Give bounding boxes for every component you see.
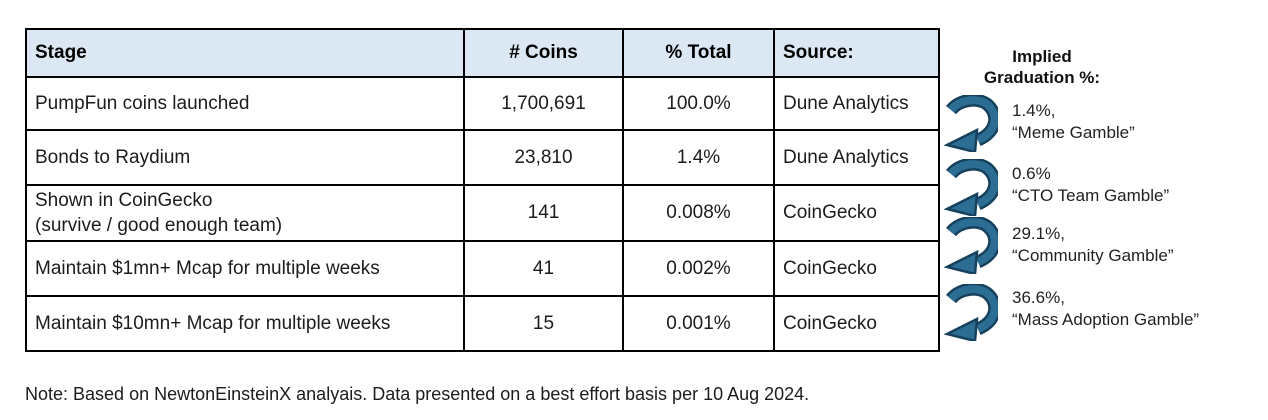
cell-pct: 0.002% [622,240,775,297]
graduation-value: 29.1%, [1012,224,1065,243]
header-stage: Stage [25,28,465,78]
cell-stage: Maintain $10mn+ Mcap for multiple weeks [25,295,465,352]
table-row: PumpFun coins launched 1,700,691 100.0% … [25,76,940,131]
cell-coins: 141 [463,184,624,242]
cell-source: CoinGecko [773,184,940,242]
graduation-value: 1.4%, [1012,101,1056,120]
cell-source: Dune Analytics [773,76,940,131]
cell-source: CoinGecko [773,295,940,352]
cell-pct: 0.001% [622,295,775,352]
graduation-name: “CTO Team Gamble” [1012,186,1170,205]
stage-line-2: (survive / good enough team) [35,215,283,236]
table-row: Shown in CoinGecko (survive / good enoug… [25,184,940,242]
cell-source: Dune Analytics [773,129,940,186]
table-row: Bonds to Raydium 23,810 1.4% Dune Analyt… [25,129,940,186]
table-row: Maintain $10mn+ Mcap for multiple weeks … [25,295,940,352]
graduation-name: “Community Gamble” [1012,246,1174,265]
graduation-name: “Mass Adoption Gamble” [1012,310,1200,329]
graduation-label: 36.6%, “Mass Adoption Gamble” [1012,287,1199,331]
curved-arrow-icon [943,284,998,341]
curved-arrow-icon [943,159,998,216]
cell-stage: PumpFun coins launched [25,76,465,131]
graduation-value: 36.6%, [1012,288,1065,307]
cell-coins: 23,810 [463,129,624,186]
cell-stage: Shown in CoinGecko (survive / good enoug… [25,184,465,242]
header-source: Source: [773,28,940,78]
cell-stage: Maintain $1mn+ Mcap for multiple weeks [25,240,465,297]
cell-coins: 41 [463,240,624,297]
funnel-table-container: Stage # Coins % Total Source: PumpFun co… [25,28,940,352]
footnote: Note: Based on NewtonEinsteinX analyais.… [25,384,810,404]
graduation-value: 0.6% [1012,164,1051,183]
stage-line-1: Shown in CoinGecko [35,190,213,211]
funnel-table: Stage # Coins % Total Source: PumpFun co… [25,28,940,352]
graduation-title-line2: Graduation %: [983,68,1101,87]
cell-pct: 100.0% [622,76,775,131]
graduation-title: Implied Graduation %: [957,46,1127,88]
cell-pct: 1.4% [622,129,775,186]
cell-pct: 0.008% [622,184,775,242]
cell-source: CoinGecko [773,240,940,297]
curved-arrow-icon [943,217,998,274]
cell-coins: 1,700,691 [463,76,624,131]
cell-coins: 15 [463,295,624,352]
graduation-name: “Meme Gamble” [1012,123,1135,142]
header-coins: # Coins [463,28,624,78]
header-pct: % Total [622,28,775,78]
graduation-label: 29.1%, “Community Gamble” [1012,223,1174,267]
graduation-label: 1.4%, “Meme Gamble” [1012,100,1135,144]
graduation-title-line1: Implied [1012,47,1072,66]
table-header-row: Stage # Coins % Total Source: [25,28,940,78]
graduation-label: 0.6% “CTO Team Gamble” [1012,163,1169,207]
table-row: Maintain $1mn+ Mcap for multiple weeks 4… [25,240,940,297]
curved-arrow-icon [943,95,998,152]
cell-stage: Bonds to Raydium [25,129,465,186]
